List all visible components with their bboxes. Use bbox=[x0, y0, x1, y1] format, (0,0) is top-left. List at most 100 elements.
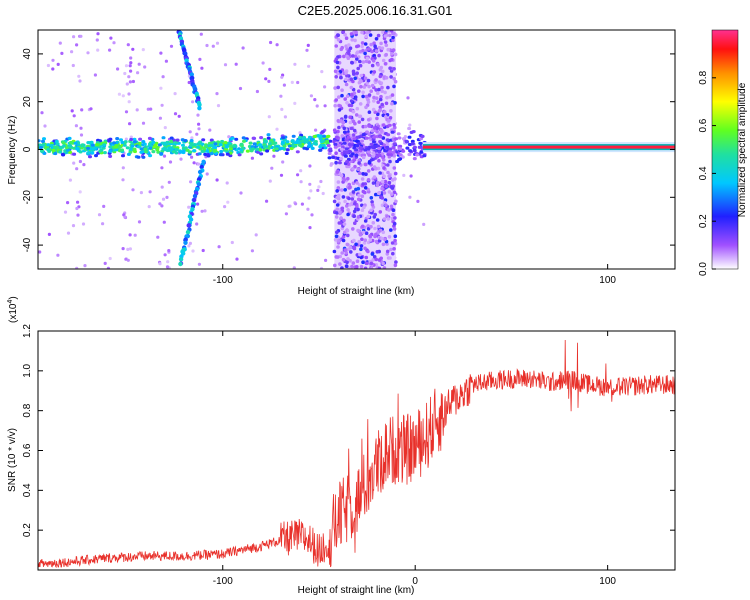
broadband-speckle bbox=[386, 47, 391, 52]
central-band-cell bbox=[132, 137, 137, 141]
spectrogram-speckle bbox=[292, 266, 296, 269]
broadband-speckle bbox=[358, 102, 363, 106]
spectrogram-speckle bbox=[275, 127, 279, 131]
central-band-cell bbox=[412, 157, 417, 161]
broadband-speckle bbox=[364, 105, 368, 110]
spectrogram-speckle bbox=[159, 51, 163, 55]
central-band-cell bbox=[258, 147, 263, 152]
broadband-speckle bbox=[382, 110, 387, 114]
central-band-cell bbox=[365, 130, 369, 134]
central-band-cell bbox=[266, 133, 271, 137]
spectrogram-speckle bbox=[124, 137, 128, 141]
spectrogram-speckle bbox=[190, 136, 194, 140]
broadband-speckle bbox=[353, 221, 357, 225]
broadband-speckle bbox=[383, 179, 388, 184]
broadband-speckle bbox=[347, 186, 352, 190]
colorbar-axes: 0.0 0.2 0.4 0.6 0.8 bbox=[698, 70, 716, 276]
broadband-speckle bbox=[375, 250, 380, 254]
central-band-cell bbox=[169, 139, 174, 144]
spectrogram-speckle bbox=[317, 185, 321, 189]
broadband-speckle bbox=[340, 206, 345, 211]
spectrogram-ytick-label: 0 bbox=[22, 146, 33, 152]
spectrogram-speckle bbox=[129, 135, 133, 139]
central-band-cell bbox=[252, 142, 257, 146]
broadband-speckle bbox=[382, 174, 386, 178]
broadband-speckle bbox=[360, 177, 365, 181]
central-band-cell bbox=[151, 140, 156, 144]
spectrogram-speckle bbox=[306, 207, 310, 211]
snr-content bbox=[38, 339, 675, 569]
central-band-cell bbox=[174, 147, 179, 152]
spectrogram-speckle bbox=[121, 247, 125, 251]
central-band-cell bbox=[352, 158, 357, 162]
central-band-cell bbox=[125, 146, 130, 150]
central-band-cell bbox=[141, 155, 146, 159]
broadband-speckle bbox=[374, 88, 378, 92]
central-band-cell bbox=[369, 158, 374, 162]
broadband-speckle bbox=[333, 86, 337, 90]
broadband-speckle bbox=[375, 129, 379, 134]
broadband-speckle bbox=[347, 49, 351, 53]
spectrogram-speckle bbox=[126, 258, 130, 262]
broadband-speckle bbox=[357, 193, 361, 198]
broadband-speckle bbox=[358, 114, 363, 119]
broadband-speckle bbox=[375, 218, 380, 222]
broadband-speckle bbox=[364, 231, 369, 235]
spectrogram-speckle bbox=[75, 43, 79, 47]
spectrogram-speckle bbox=[216, 104, 221, 108]
broadband-speckle bbox=[362, 85, 367, 89]
snr-xlabel: Height of straight line (km) bbox=[298, 585, 415, 596]
central-band-cell bbox=[407, 142, 412, 147]
spectrogram-speckle bbox=[313, 98, 317, 102]
broadband-speckle bbox=[334, 234, 339, 239]
spectrogram-speckle bbox=[168, 160, 173, 164]
central-band-cell bbox=[385, 143, 390, 147]
broadband-speckle bbox=[375, 183, 380, 188]
broadband-speckle bbox=[366, 78, 371, 83]
central-band-cell bbox=[61, 153, 66, 157]
broadband-speckle bbox=[385, 95, 389, 100]
broadband-speckle bbox=[361, 90, 365, 95]
streak-lower-cell bbox=[185, 230, 191, 235]
broadband-speckle bbox=[390, 52, 394, 56]
broadband-speckle bbox=[340, 93, 344, 98]
central-band-cell bbox=[245, 149, 250, 153]
central-band-cell bbox=[201, 138, 206, 142]
spectrogram-speckle bbox=[131, 47, 135, 51]
spectrogram-speckle bbox=[129, 56, 133, 60]
broadband-speckle bbox=[364, 255, 369, 260]
central-band-cell bbox=[143, 147, 148, 151]
streak-upper-cell bbox=[197, 106, 202, 111]
broadband-speckle bbox=[389, 109, 393, 113]
broadband-speckle bbox=[393, 125, 397, 130]
broadband-speckle bbox=[348, 115, 352, 119]
broadband-speckle bbox=[359, 84, 363, 89]
broadband-speckle bbox=[360, 194, 365, 198]
central-band-cell bbox=[102, 143, 107, 147]
broadband-speckle bbox=[381, 155, 385, 160]
spectrogram-speckle bbox=[160, 185, 164, 189]
broadband-speckle bbox=[386, 85, 390, 90]
central-band-cell bbox=[322, 134, 327, 138]
central-band-cell bbox=[287, 144, 292, 148]
broadband-speckle bbox=[372, 70, 377, 74]
broadband-speckle bbox=[369, 261, 374, 266]
spectrogram-speckle bbox=[158, 116, 162, 120]
broadband-speckle bbox=[357, 89, 361, 93]
broadband-speckle bbox=[384, 76, 389, 80]
spectrogram-speckle bbox=[167, 249, 171, 253]
spectrogram-speckle bbox=[66, 201, 70, 205]
spectrogram-speckle bbox=[60, 51, 64, 56]
central-band-cell bbox=[98, 149, 103, 153]
broadband-speckle bbox=[377, 258, 382, 262]
central-band-cell bbox=[114, 148, 119, 152]
broadband-speckle bbox=[375, 116, 379, 121]
central-band-cell bbox=[218, 153, 223, 157]
spectrogram-speckle bbox=[408, 195, 412, 199]
central-band-cell bbox=[108, 145, 113, 149]
broadband-speckle bbox=[338, 210, 342, 214]
central-band-cell bbox=[400, 155, 405, 159]
spectrogram-speckle bbox=[78, 190, 82, 194]
broadband-speckle bbox=[341, 30, 346, 34]
central-band-cell bbox=[86, 146, 90, 150]
